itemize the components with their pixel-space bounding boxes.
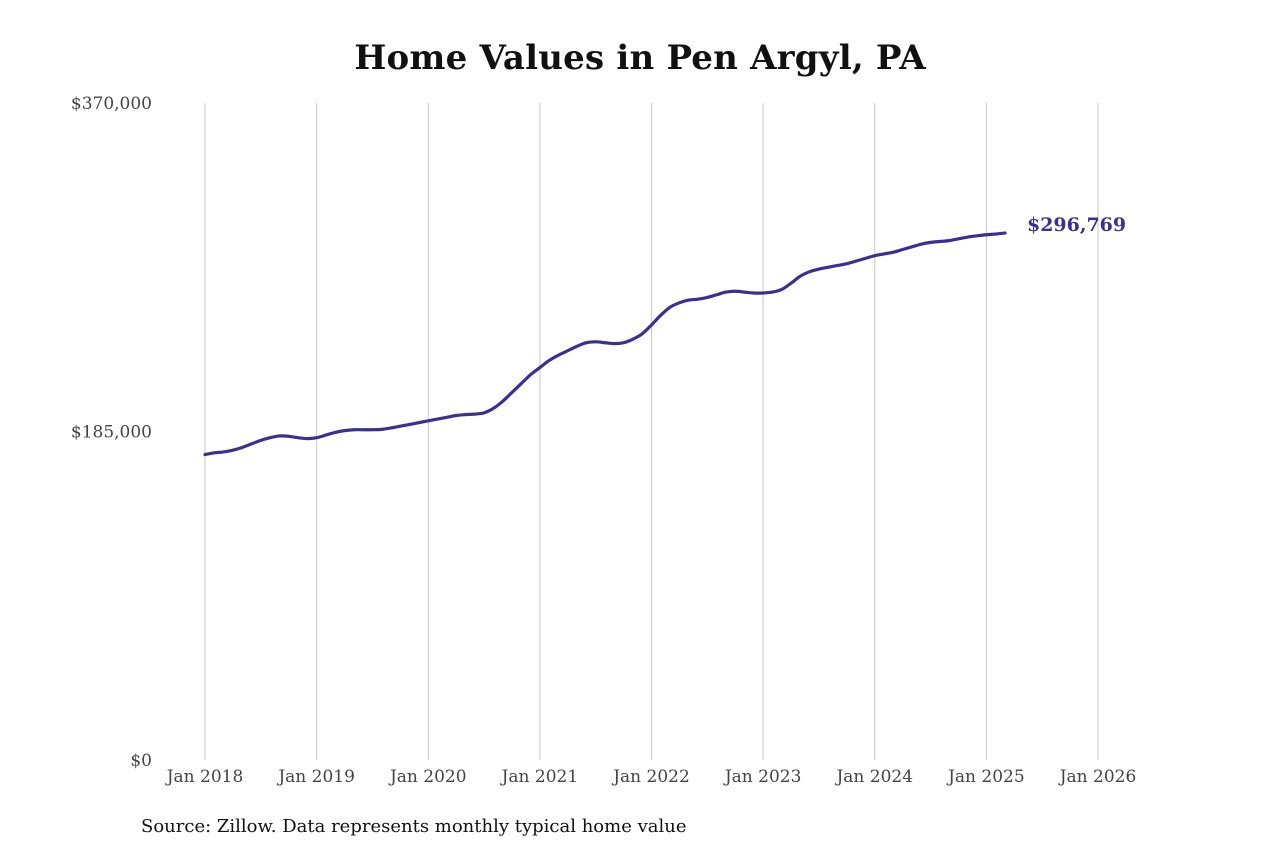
x-axis-ticks: Jan 2018 Jan 2019 Jan 2020 Jan 2021 Jan 2022…	[165, 767, 1137, 787]
x-tick-label: Jan 2021	[500, 767, 579, 787]
x-tick-label: Jan 2023	[723, 767, 802, 787]
x-tick-label: Jan 2025	[946, 767, 1025, 787]
series-line	[203, 231, 1007, 457]
x-tick-label: Jan 2018	[165, 767, 244, 787]
x-tick-label: Jan 2020	[388, 767, 467, 787]
chart-title: Home Values in Pen Argyl, PA	[354, 38, 926, 78]
y-tick-label: $370,000	[71, 94, 152, 114]
y-tick-label: $0	[130, 751, 152, 771]
y-tick-label: $185,000	[71, 423, 152, 443]
grid-lines	[204, 103, 1099, 760]
y-axis-ticks: $0 $185,000 $370,000	[71, 94, 152, 771]
x-tick-label: Jan 2024	[834, 767, 913, 787]
x-tick-label: Jan 2026	[1058, 767, 1137, 787]
end-value-label: $296,769	[1027, 214, 1126, 236]
source-note: Source: Zillow. Data represents monthly …	[141, 816, 687, 837]
x-tick-label: Jan 2022	[611, 767, 690, 787]
x-tick-label: Jan 2019	[276, 767, 355, 787]
